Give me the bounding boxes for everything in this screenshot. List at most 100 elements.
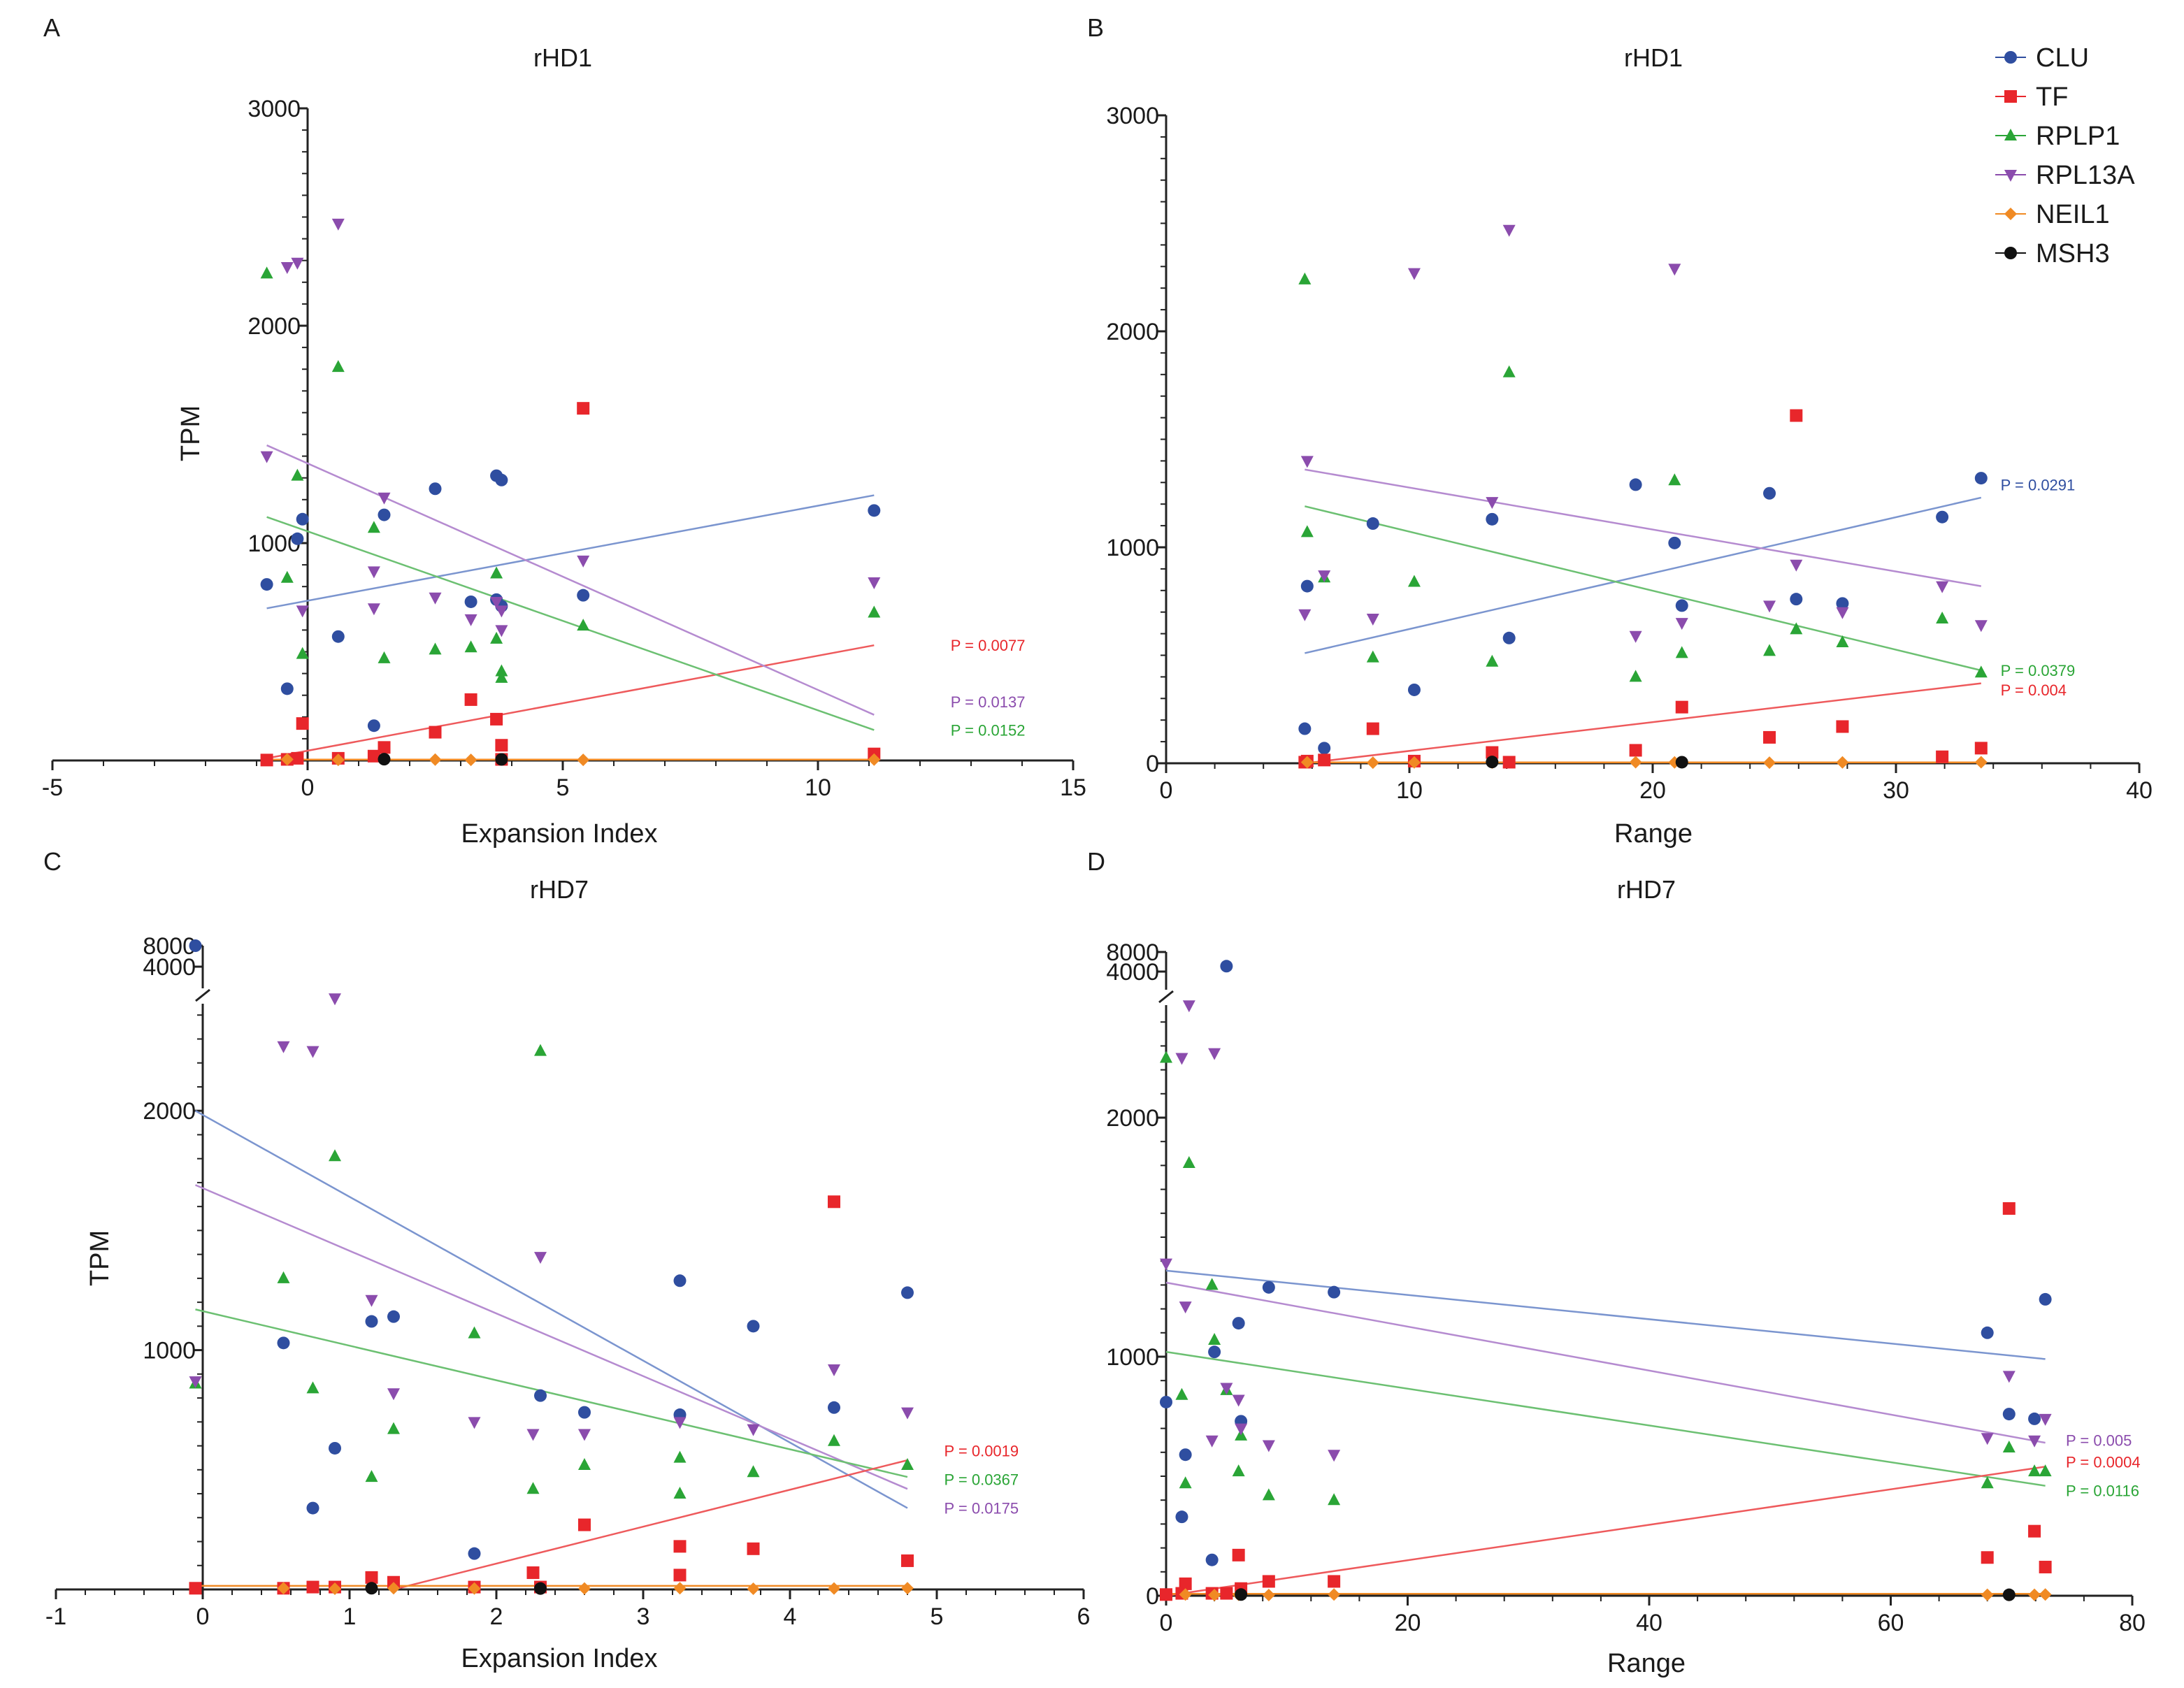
legend-label-tf: TF [2036,82,2068,112]
x-tick-label: 6 [1077,1603,1091,1630]
point-tf [673,1540,687,1553]
y-tick-label: 1000 [247,531,301,557]
point-msh3 [378,753,391,766]
x-tick-label: 10 [1396,777,1423,804]
point-clu [1790,593,1803,606]
legend-label-msh3: MSH3 [2036,239,2110,268]
point-neil1 [747,1582,760,1595]
point-rplp1 [1160,1051,1172,1063]
point-rpl13a [495,625,508,637]
point-rplp1 [1981,1476,1994,1489]
panel-title: rHD1 [1624,43,1683,72]
point-rpl13a [1763,600,1776,613]
point-clu [1675,599,1688,612]
trend-line-tf [1165,1466,2046,1597]
trend-line-clu [1165,1269,2046,1360]
point-clu [378,508,391,521]
point-rpl13a [747,1424,760,1436]
point-clu [367,719,380,733]
x-tick-label: 0 [1160,1610,1173,1636]
legend-marker-neil1 [2004,208,2017,220]
legend-marker-tf [2004,90,2017,103]
point-rpl13a [291,257,304,270]
point-neil1 [429,753,442,766]
y-tick-label: 2000 [1106,319,1159,345]
p-value-label: P = 0.0137 [951,693,1026,711]
point-clu [1298,722,1312,735]
x-tick-label: 3 [637,1603,650,1630]
point-rplp1 [1763,644,1776,656]
point-tf [1790,409,1803,422]
legend-marker-rplp1 [2004,129,2017,140]
point-rpl13a [490,596,503,609]
point-tf [1675,700,1688,714]
point-rplp1 [367,521,380,533]
point-rplp1 [365,1470,378,1483]
x-tick-label: 0 [301,774,315,801]
point-rplp1 [378,651,391,663]
y-tick-label: 3000 [1106,103,1159,129]
point-rplp1 [306,1381,319,1394]
point-rpl13a [578,1429,591,1441]
legend-marker-clu [2004,51,2017,64]
point-clu [1763,486,1776,500]
point-neil1 [468,1582,481,1595]
point-msh3 [365,1582,378,1595]
x-tick-label: 4 [784,1603,797,1630]
point-rpl13a [367,603,380,616]
point-clu [577,589,590,602]
x-tick-label: 1 [343,1603,357,1630]
point-clu [1407,683,1421,696]
point-rplp1 [1300,525,1314,538]
y-axis-break [1158,990,1174,1004]
point-rplp1 [1328,1493,1341,1506]
x-tick-label: 0 [1160,777,1173,804]
point-rplp1 [1974,665,1988,678]
point-tf [901,1554,914,1567]
point-rplp1 [1205,1278,1219,1290]
point-rpl13a [577,555,590,568]
point-rpl13a [1328,1450,1341,1462]
p-value-label: P = 0.0004 [2066,1453,2141,1471]
x-tick-label: 15 [1060,774,1086,801]
point-tf [1981,1551,1994,1564]
point-tf [291,751,304,765]
point-tf [1836,720,1849,733]
point-rpl13a [1208,1048,1221,1060]
trend-line-rplp1 [1305,505,1982,672]
point-tf [1179,1577,1192,1590]
point-rplp1 [277,1271,290,1283]
point-rplp1 [1366,650,1379,663]
point-clu [868,504,881,517]
point-rpl13a [673,1417,687,1429]
point-rplp1 [495,670,508,683]
x-axis-title: Expansion Index [461,819,658,849]
point-tf [429,726,442,739]
p-value-label: P = 0.0379 [2001,662,2076,679]
point-neil1 [1629,756,1642,769]
point-rplp1 [291,468,304,481]
point-msh3 [1675,756,1688,769]
point-rplp1 [490,566,503,579]
x-tick-label: 2 [490,1603,503,1630]
point-tf [464,693,477,706]
x-tick-label: 5 [556,774,570,801]
point-tf [828,1195,840,1209]
trend-line-rpl13a [1165,1281,2046,1444]
point-rplp1 [526,1482,540,1494]
point-clu [429,482,442,496]
trend-line-rplp1 [266,516,875,731]
point-rpl13a [365,1294,378,1307]
point-clu [901,1286,914,1299]
point-clu [365,1315,378,1328]
panel-letter: D [1087,847,1105,876]
point-rpl13a [331,218,345,231]
point-clu [1220,960,1233,973]
point-neil1 [1974,756,1988,769]
point-clu [1328,1285,1341,1299]
p-value-label: P = 0.0019 [944,1442,1019,1459]
point-rplp1 [1208,1333,1221,1346]
point-rplp1 [464,640,477,653]
